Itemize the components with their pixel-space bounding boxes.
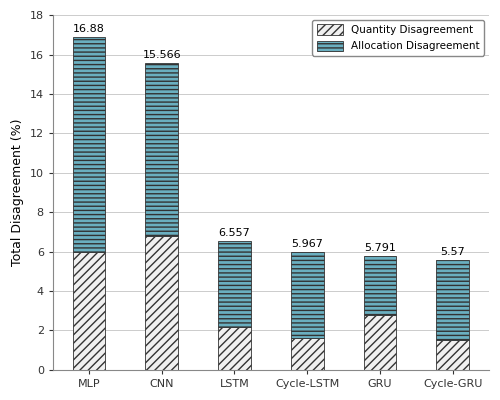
Text: 5.967: 5.967 (292, 239, 323, 249)
Bar (291, 338, 324, 370)
Bar (436, 260, 469, 340)
Bar (72, 252, 106, 370)
Legend: Quantity Disagreement, Allocation Disagreement: Quantity Disagreement, Allocation Disagr… (312, 20, 484, 56)
Text: 16.88: 16.88 (73, 24, 105, 34)
Bar (72, 37, 106, 252)
Text: 15.566: 15.566 (142, 50, 181, 60)
Bar (218, 326, 251, 370)
Text: 6.557: 6.557 (218, 228, 250, 238)
Bar (291, 252, 324, 338)
Bar (436, 340, 469, 370)
Bar (146, 236, 178, 370)
Bar (146, 63, 178, 236)
Text: 5.57: 5.57 (440, 247, 465, 257)
Y-axis label: Total Disagreement (%): Total Disagreement (%) (11, 119, 24, 266)
Bar (364, 315, 396, 370)
Bar (218, 241, 251, 326)
Text: 5.791: 5.791 (364, 243, 396, 253)
Bar (364, 256, 396, 315)
